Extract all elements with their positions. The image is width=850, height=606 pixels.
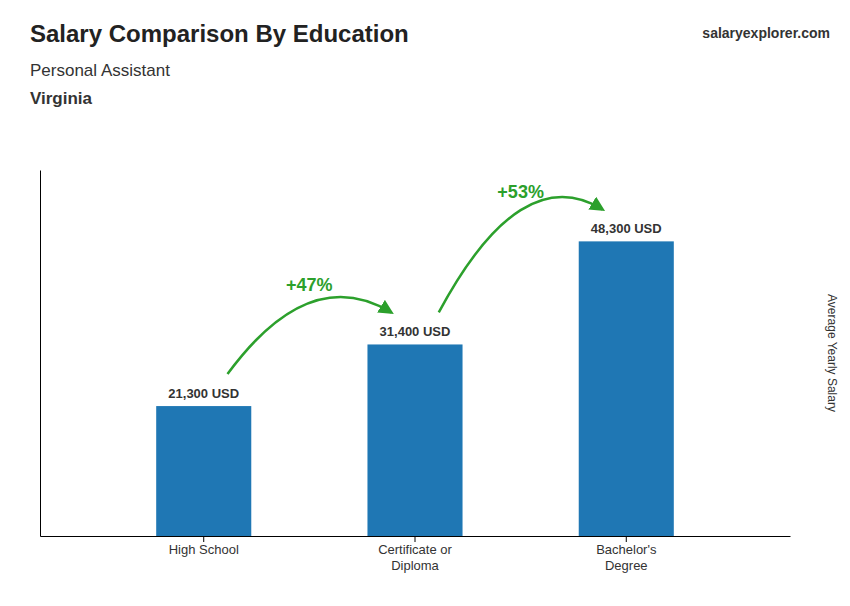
x-tick xyxy=(626,536,627,542)
location: Virginia xyxy=(30,89,93,108)
x-tick xyxy=(415,536,416,542)
plot: High School Certificate orDiploma Bachelor… xyxy=(41,171,791,573)
subtitle: Personal Assistant xyxy=(30,61,170,80)
x-tick-label: Bachelor'sDegree xyxy=(596,542,657,573)
title: Salary Comparison By Education xyxy=(30,20,409,47)
source-part: explorer xyxy=(743,25,799,41)
annotations: +47% +53% xyxy=(228,182,603,374)
x-tick-group: Certificate orDiploma xyxy=(378,536,452,573)
source-part: salary xyxy=(702,25,743,41)
y-axis-line xyxy=(40,171,41,537)
x-tick-label-line: Bachelor's xyxy=(596,542,657,557)
y-axis-title: Average Yearly Salary xyxy=(825,294,839,412)
data-labels: 21,300 USD 31,400 USD 48,300 USD xyxy=(168,221,661,401)
arrow xyxy=(439,197,603,312)
x-tick-group: High School xyxy=(169,536,239,557)
annotation: +47% xyxy=(286,275,333,295)
x-tick-label-line: Certificate or xyxy=(378,542,452,557)
arrow xyxy=(228,297,392,374)
data-label: 48,300 USD xyxy=(591,221,662,236)
x-tick-label: High School xyxy=(169,542,239,557)
x-tick-label-line: Degree xyxy=(605,558,648,573)
data-label: 31,400 USD xyxy=(380,324,451,339)
x-axis: High School Certificate orDiploma Bachelor… xyxy=(41,536,791,573)
x-tick-label-line: High School xyxy=(169,542,239,557)
data-label: 21,300 USD xyxy=(168,386,239,401)
bars xyxy=(156,241,674,536)
source-part: .com xyxy=(797,25,830,41)
source: salaryexplorer.com xyxy=(702,25,830,41)
annotation: +53% xyxy=(497,182,544,202)
chart-svg: Salary Comparison By Education Personal A… xyxy=(0,0,850,606)
bar xyxy=(156,406,251,536)
chart-container: Salary Comparison By Education Personal A… xyxy=(0,0,850,606)
y-axis xyxy=(40,171,41,537)
x-tick-label: Certificate orDiploma xyxy=(378,542,452,573)
x-tick-group: Bachelor'sDegree xyxy=(596,536,657,573)
x-tick-label-line: Diploma xyxy=(391,558,439,573)
x-tick xyxy=(203,536,204,542)
bar xyxy=(579,241,674,536)
bar xyxy=(367,344,462,536)
